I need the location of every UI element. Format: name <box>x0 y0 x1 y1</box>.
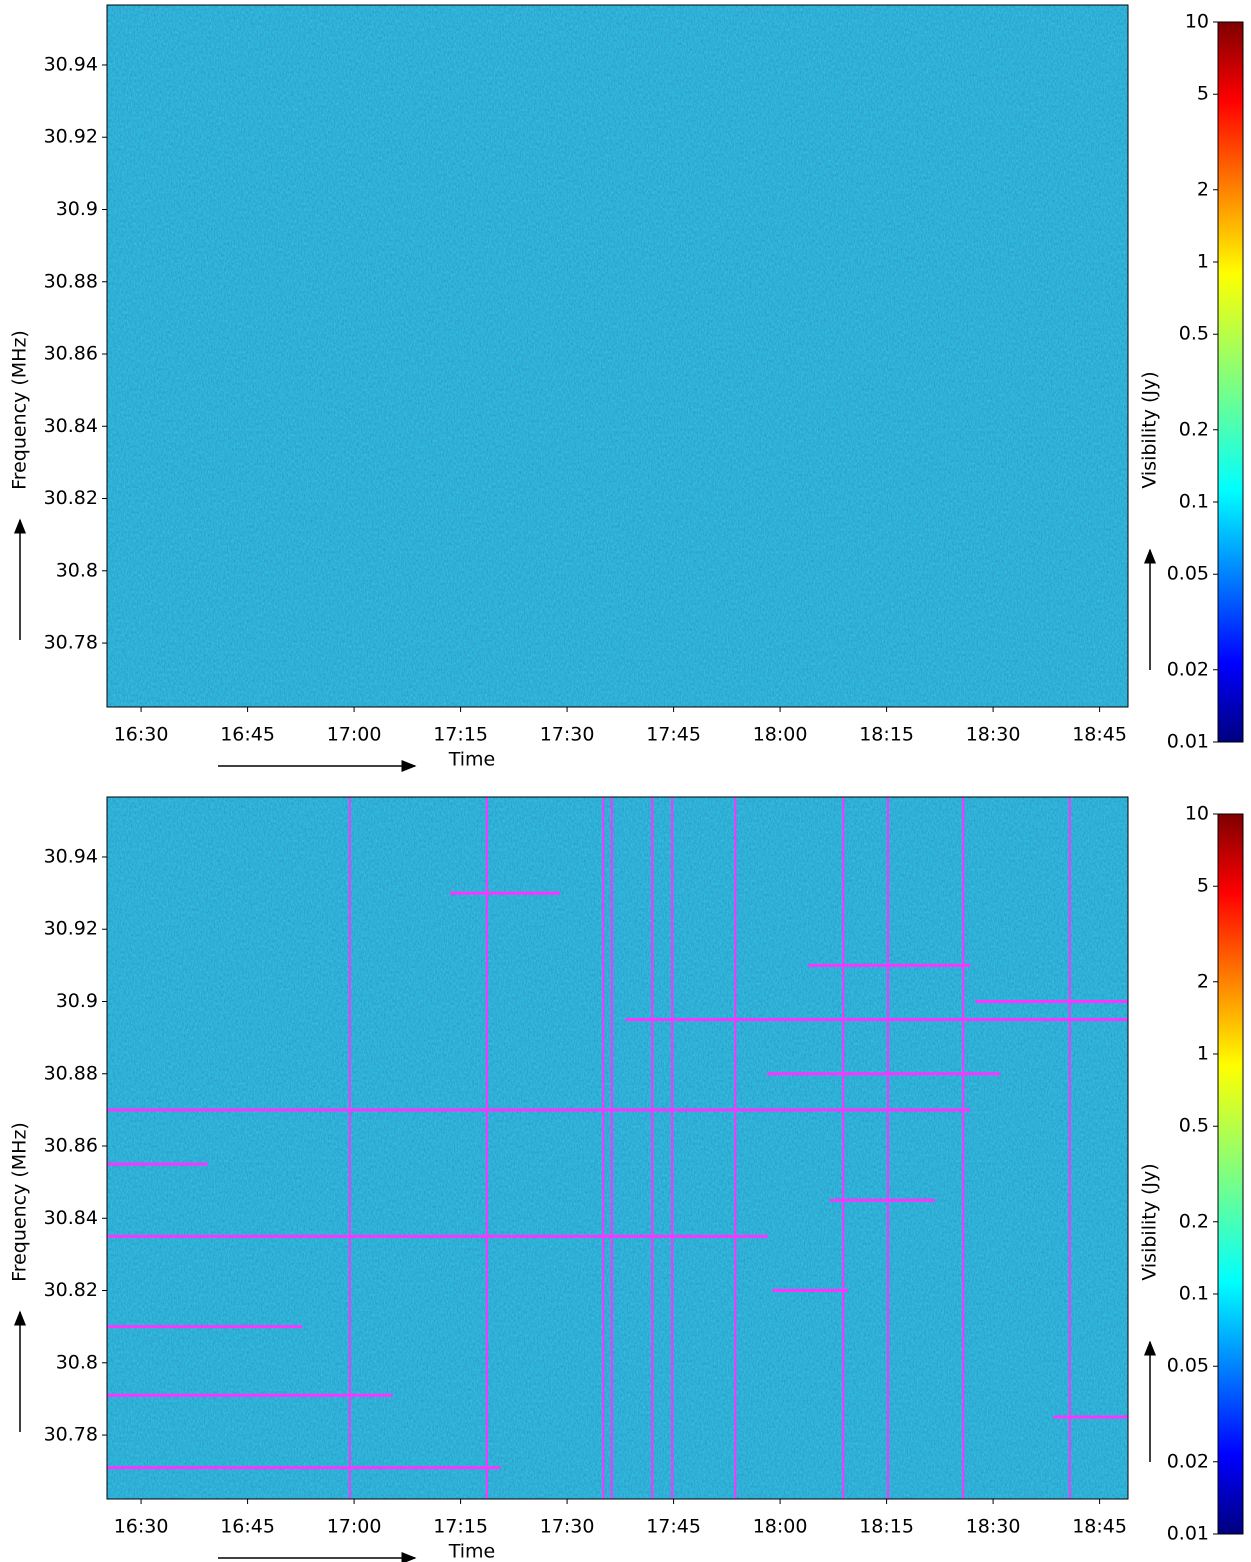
colorbar-tick-label: 10 <box>1185 803 1209 825</box>
colorbar-tick-label: 5 <box>1197 83 1209 105</box>
x-tick-label: 18:45 <box>1072 1516 1127 1538</box>
x-tick-label: 17:00 <box>327 724 382 746</box>
colorbar-tick-label: 0.2 <box>1179 1210 1209 1232</box>
colorbar-tick-label: 1 <box>1197 1043 1209 1065</box>
x-tick-label: 18:45 <box>1072 724 1127 746</box>
colorbar <box>1217 813 1244 1535</box>
x-tick-label: 16:45 <box>220 724 275 746</box>
x-tick-label: 17:45 <box>646 1516 701 1538</box>
colorbar-tick-label: 0.1 <box>1179 1283 1209 1305</box>
colorbar <box>1217 21 1244 743</box>
plot-frame <box>106 796 1129 1500</box>
colorbar-tick-label: 0.02 <box>1167 1450 1209 1472</box>
colorbar-tick-label: 0.05 <box>1167 563 1209 585</box>
plot-frame <box>106 4 1129 708</box>
x-tick-label: 18:00 <box>753 1516 808 1538</box>
y-tick-label: 30.84 <box>44 415 98 437</box>
colorbar-tick-label: 0.5 <box>1179 323 1209 345</box>
colorbar-tick-label: 0.2 <box>1179 418 1209 440</box>
x-tick-label: 18:00 <box>753 724 808 746</box>
y-tick-label: 30.84 <box>44 1207 98 1229</box>
y-tick-label: 30.86 <box>44 1135 98 1157</box>
y-tick-label: 30.8 <box>56 559 98 581</box>
x-tick-label: 17:30 <box>540 724 595 746</box>
x-tick-label: 17:15 <box>433 1516 488 1538</box>
x-tick-label: 17:30 <box>540 1516 595 1538</box>
y-axis-label: Frequency (MHz) <box>9 1122 31 1282</box>
colorbar-tick-label: 0.02 <box>1167 658 1209 680</box>
y-tick-label: 30.88 <box>44 1062 98 1084</box>
colorbar-tick-label: 5 <box>1197 875 1209 897</box>
x-tick-label: 16:30 <box>114 724 169 746</box>
y-tick-label: 30.94 <box>44 53 98 75</box>
x-tick-label: 18:30 <box>966 724 1021 746</box>
x-tick-label: 18:15 <box>859 724 914 746</box>
heatmap-noise <box>107 5 1128 707</box>
x-tick-label: 18:15 <box>859 1516 914 1538</box>
y-tick-label: 30.92 <box>44 126 98 148</box>
colorbar-tick-label: 0.01 <box>1167 1523 1209 1545</box>
y-tick-label: 30.82 <box>44 1279 98 1301</box>
x-tick-label: 17:00 <box>327 1516 382 1538</box>
x-tick-label: 16:45 <box>220 1516 275 1538</box>
x-tick-label: 16:30 <box>114 1516 169 1538</box>
y-tick-label: 30.9 <box>56 198 98 220</box>
x-tick-label: 17:15 <box>433 724 488 746</box>
y-tick-label: 30.86 <box>44 343 98 365</box>
colorbar-tick-label: 0.01 <box>1167 731 1209 753</box>
colorbar-label: Visibility (Jy) <box>1139 371 1161 488</box>
colorbar-tick-label: 10 <box>1185 11 1209 33</box>
colorbar-tick-label: 2 <box>1197 178 1209 200</box>
colorbar-label: Visibility (Jy) <box>1139 1163 1161 1280</box>
colorbar-tick-label: 2 <box>1197 970 1209 992</box>
y-tick-label: 30.8 <box>56 1351 98 1373</box>
y-tick-label: 30.78 <box>44 632 98 654</box>
colorbar-tick-label: 0.1 <box>1179 491 1209 513</box>
y-tick-label: 30.88 <box>44 270 98 292</box>
x-axis-label: Time <box>448 1541 496 1562</box>
x-axis-label: Time <box>448 749 496 771</box>
y-tick-label: 30.92 <box>44 918 98 940</box>
colorbar-tick-label: 0.5 <box>1179 1115 1209 1137</box>
y-axis-label: Frequency (MHz) <box>9 330 31 490</box>
x-tick-label: 17:45 <box>646 724 701 746</box>
y-tick-label: 30.82 <box>44 487 98 509</box>
x-tick-label: 18:30 <box>966 1516 1021 1538</box>
y-tick-label: 30.78 <box>44 1424 98 1446</box>
heatmap-noise <box>107 797 1128 1499</box>
y-tick-label: 30.94 <box>44 845 98 867</box>
y-tick-label: 30.9 <box>56 990 98 1012</box>
colorbar-tick-label: 0.05 <box>1167 1355 1209 1377</box>
colorbar-tick-label: 1 <box>1197 251 1209 273</box>
